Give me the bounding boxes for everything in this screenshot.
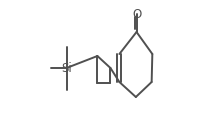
Text: O: O [131,7,140,21]
Text: Si: Si [61,62,72,75]
